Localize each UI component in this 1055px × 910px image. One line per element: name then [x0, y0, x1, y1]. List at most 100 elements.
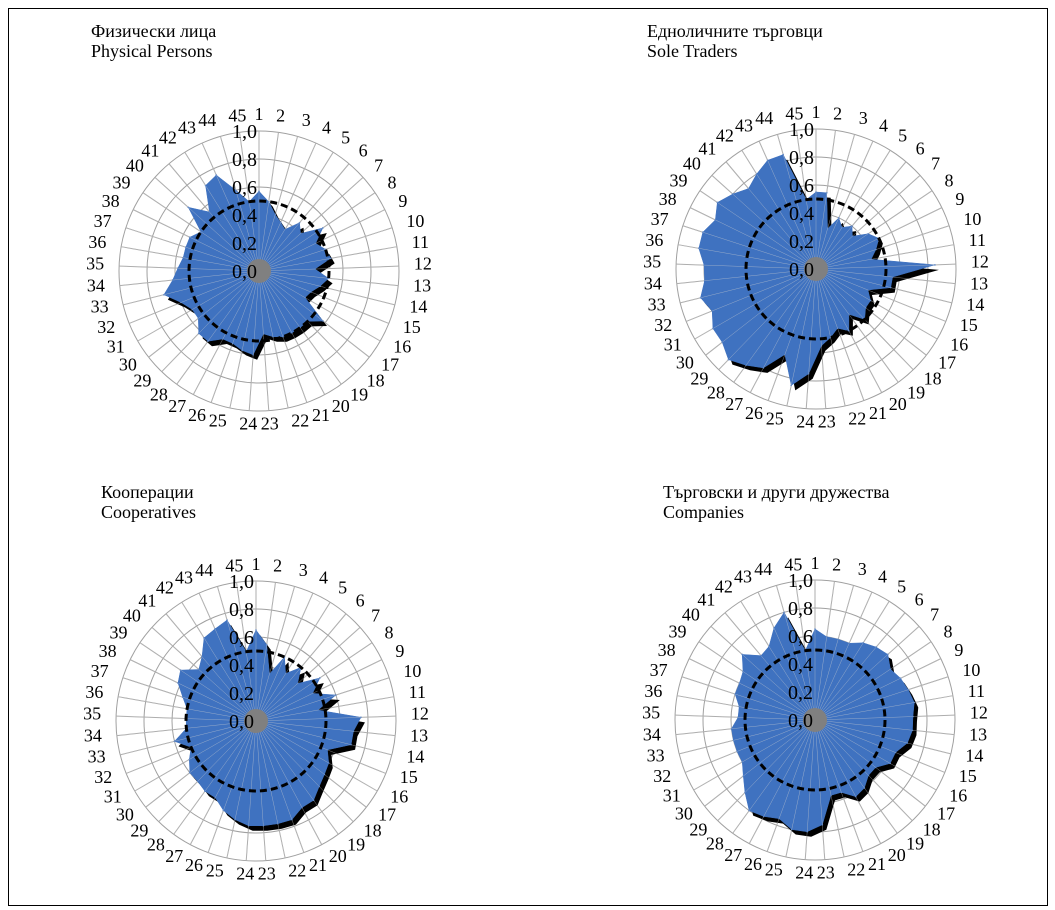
spoke-overlay: [255, 696, 394, 722]
category-label-29: 29: [689, 820, 707, 840]
category-label-35: 35: [643, 252, 661, 272]
spoke-overlay: [148, 270, 260, 358]
category-label-25: 25: [209, 411, 227, 431]
category-label-32: 32: [654, 315, 672, 335]
category-label-30: 30: [676, 353, 694, 373]
chart-title-en: Companies: [663, 502, 744, 522]
category-label-39: 39: [668, 621, 686, 641]
category-label-25: 25: [765, 860, 783, 880]
category-label-26: 26: [185, 855, 203, 875]
category-label-7: 7: [930, 604, 939, 624]
category-label-3: 3: [858, 559, 867, 579]
category-label-20: 20: [332, 396, 350, 416]
category-label-6: 6: [915, 589, 924, 609]
radar-chart-3: 0,00,20,40,60,81,01 2 3 4567891011121314151…: [642, 553, 988, 883]
spoke-overlay: [145, 720, 257, 808]
category-label-15: 15: [400, 767, 418, 787]
spoke-overlay: [814, 585, 854, 721]
radial-tick-label: 0,4: [229, 655, 254, 677]
category-label-30: 30: [119, 355, 137, 375]
category-label-4: 4: [878, 567, 887, 587]
category-label-23: 23: [817, 863, 835, 883]
spoke-overlay: [122, 677, 257, 722]
category-label-40: 40: [682, 604, 700, 624]
category-label-20: 20: [329, 846, 347, 866]
category-label-31: 31: [664, 335, 682, 355]
category-label-29: 29: [133, 371, 151, 391]
radial-tick-label: 0,4: [789, 203, 814, 225]
spoke-overlay: [255, 720, 286, 858]
category-label-14: 14: [966, 295, 984, 315]
category-label-16: 16: [393, 337, 411, 357]
category-label-22: 22: [847, 860, 865, 880]
spoke-overlay: [255, 715, 396, 722]
category-label-38: 38: [658, 640, 676, 660]
category-label-30: 30: [675, 804, 693, 824]
category-label-26: 26: [744, 854, 762, 874]
category-label-19: 19: [350, 385, 368, 405]
category-label-30: 30: [116, 805, 134, 825]
category-label-34: 34: [643, 724, 661, 744]
category-label-37: 37: [650, 660, 668, 680]
category-label-31: 31: [663, 786, 681, 806]
category-label-27: 27: [725, 394, 743, 414]
category-label-28: 28: [147, 835, 165, 855]
category-label-32: 32: [97, 317, 115, 337]
spoke-overlay: [815, 225, 950, 270]
category-label-6: 6: [356, 590, 365, 610]
radar-chart-1: 0,00,20,40,60,81,01 2 3 4567891011121314151…: [643, 102, 989, 432]
category-label-37: 37: [91, 661, 109, 681]
spoke-overlay: [717, 719, 816, 821]
radial-tick-label: 0,6: [229, 627, 254, 649]
category-label-2: 2: [833, 104, 842, 124]
category-label-22: 22: [291, 411, 309, 431]
category-label-17: 17: [937, 804, 955, 824]
category-label-6: 6: [359, 140, 368, 160]
radial-tick-label: 0,0: [789, 259, 814, 281]
category-label-27: 27: [165, 846, 183, 866]
category-label-20: 20: [888, 845, 906, 865]
category-label-15: 15: [959, 766, 977, 786]
spoke-overlay: [255, 720, 396, 736]
category-label-14: 14: [965, 746, 983, 766]
radial-tick-label: 0,2: [788, 682, 813, 704]
spoke-overlay: [815, 268, 882, 393]
spoke-overlay: [258, 270, 289, 408]
center-disc: [244, 709, 268, 733]
radar-chart-0: 0,00,20,40,60,81,01 2 3 4567891011121314151…: [86, 104, 432, 434]
category-label-20: 20: [889, 394, 907, 414]
category-label-15: 15: [403, 317, 421, 337]
category-label-33: 33: [91, 297, 109, 317]
spoke-overlay: [255, 582, 276, 722]
category-label-40: 40: [126, 155, 144, 175]
center-disc: [247, 259, 271, 283]
category-label-44: 44: [198, 110, 216, 130]
category-label-32: 32: [94, 767, 112, 787]
spoke-overlay: [815, 268, 846, 406]
spoke-overlay: [814, 676, 949, 721]
spoke-overlay: [814, 719, 864, 852]
category-label-3: 3: [859, 108, 868, 128]
category-label-23: 23: [818, 412, 836, 432]
spoke-overlay: [814, 719, 881, 844]
category-label-3: 3: [299, 560, 308, 580]
category-label-18: 18: [923, 820, 941, 840]
category-label-13: 13: [969, 724, 987, 744]
spoke-overlay: [258, 136, 298, 272]
spoke-overlay: [814, 714, 955, 721]
category-label-7: 7: [931, 153, 940, 173]
category-label-34: 34: [87, 275, 105, 295]
category-label-33: 33: [648, 295, 666, 315]
reference-circle: [184, 649, 328, 793]
radial-tick-label: 0,6: [789, 175, 814, 197]
category-label-5: 5: [341, 128, 350, 148]
chart-title-bg: Едноличните търговци: [647, 21, 823, 41]
category-label-13: 13: [413, 275, 431, 295]
chart-title-bg: Търговски и други дружества: [663, 482, 890, 502]
spoke-overlay: [255, 720, 305, 853]
category-label-1: 1: [812, 102, 821, 122]
spoke-overlay: [258, 227, 393, 272]
chart-title-en: Sole Traders: [647, 41, 738, 61]
category-label-17: 17: [381, 355, 399, 375]
spoke-overlay: [815, 268, 865, 401]
